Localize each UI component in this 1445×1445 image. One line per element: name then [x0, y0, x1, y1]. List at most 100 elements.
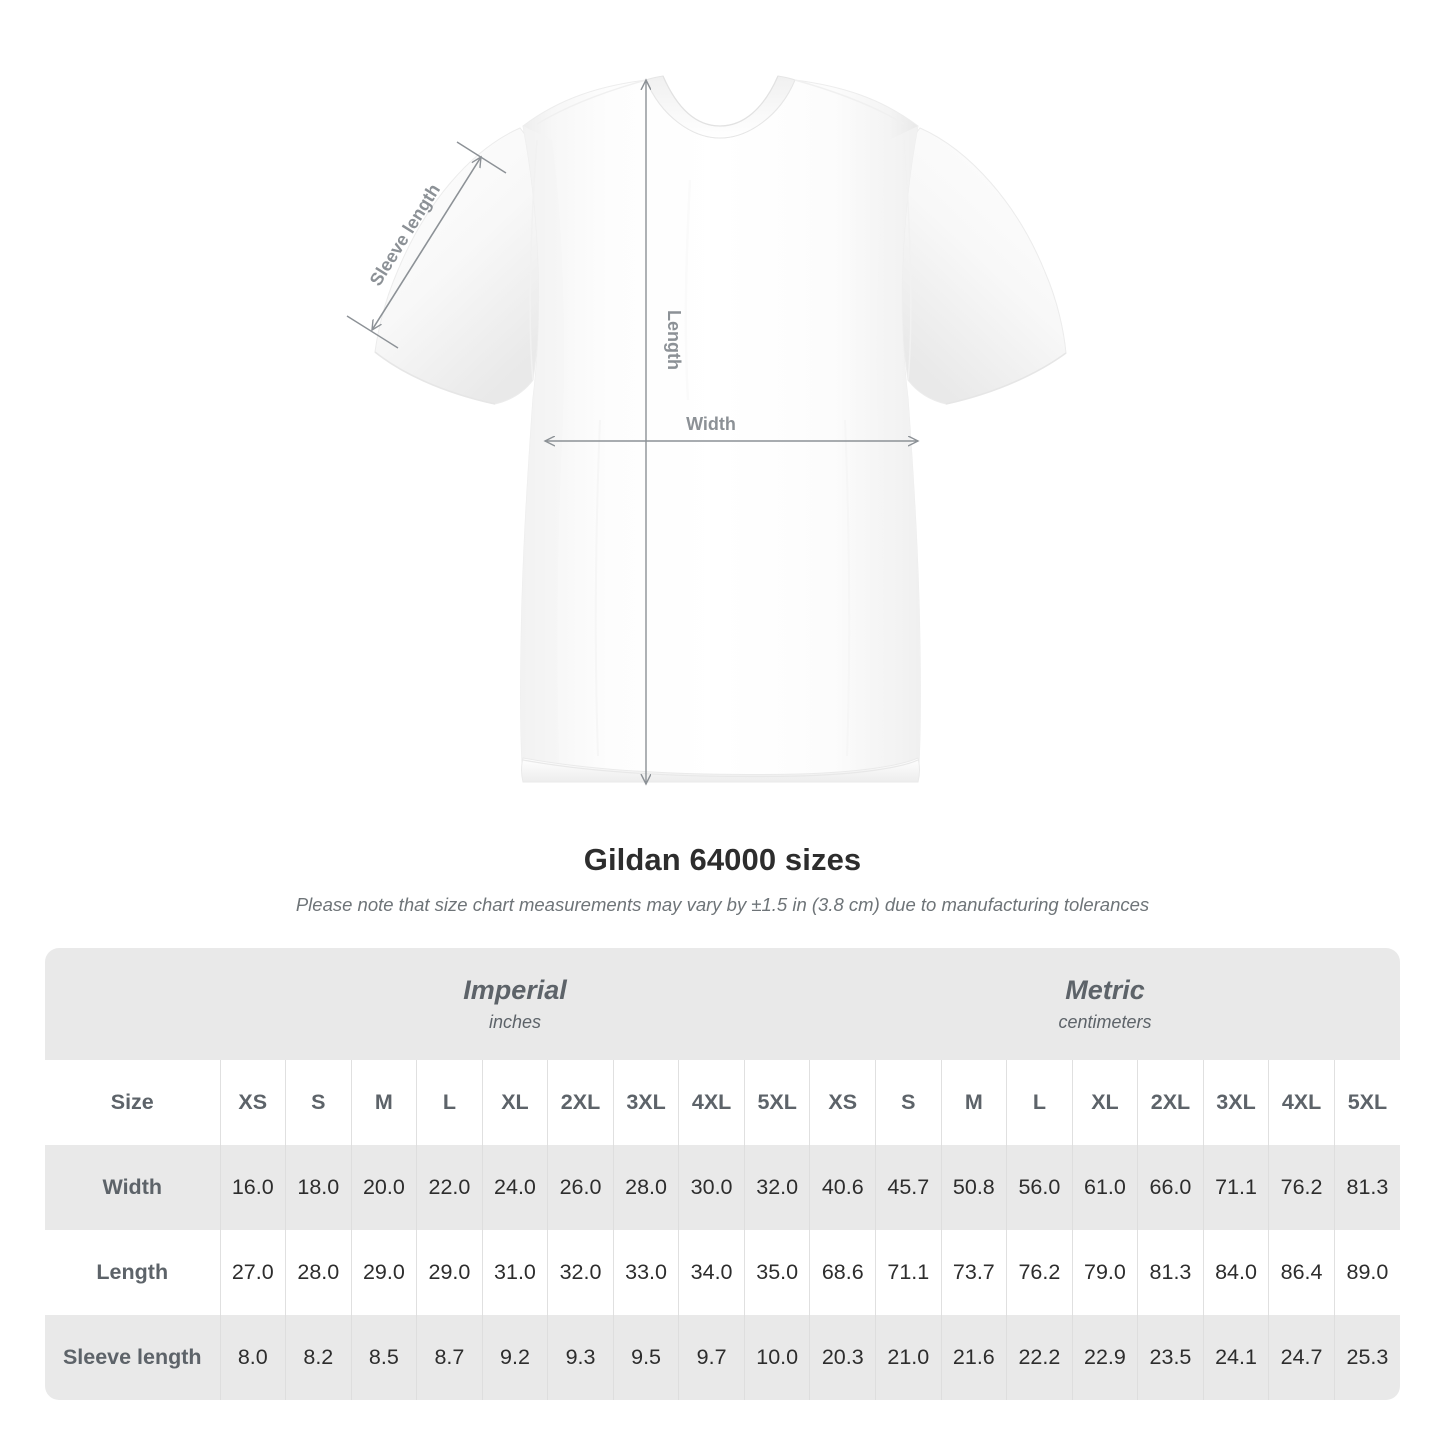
table-row-size: Size XS S M L XL 2XL 3XL 4XL 5XL XS S M L XL 2XL 3XL 4XL 5… [45, 1060, 1400, 1145]
cell-imperial: 29.0 [416, 1230, 483, 1315]
cell-metric: 23.5 [1137, 1315, 1204, 1400]
cell-metric: 68.6 [809, 1230, 876, 1315]
unit-sub-imperial: inches [488, 1012, 541, 1032]
cell-imperial: 29.0 [350, 1230, 417, 1315]
cell-metric: 50.8 [940, 1145, 1007, 1230]
size-header-imperial: M [350, 1060, 417, 1145]
cell-metric: 71.1 [1202, 1145, 1269, 1230]
size-chart-table: Imperial inches Metric centimeters Size XS S M L… [45, 948, 1400, 1400]
size-header-imperial: 4XL [678, 1060, 745, 1145]
sleeve-tick-top [456, 141, 507, 174]
cell-metric: 71.1 [875, 1230, 942, 1315]
table-row: Sleeve length 8.0 8.2 8.5 8.7 9.2 9.3 9.5 9.7 10.… [45, 1315, 1400, 1400]
table-row: Width 16.0 18.0 20.0 22.0 24.0 26.0 28.0 30.0 32.… [45, 1145, 1400, 1230]
width-label: Width [686, 414, 736, 434]
cell-metric: 76.2 [1268, 1145, 1335, 1230]
size-header-imperial: 5XL [743, 1060, 810, 1145]
body-right-shade [876, 126, 921, 782]
cell-imperial: 16.0 [219, 1145, 286, 1230]
cell-imperial: 28.0 [285, 1230, 352, 1315]
cell-imperial: 24.0 [481, 1145, 548, 1230]
cell-imperial: 9.2 [481, 1315, 548, 1400]
size-header-metric: 3XL [1202, 1060, 1269, 1145]
cell-metric: 21.0 [875, 1315, 942, 1400]
cell-imperial: 20.0 [350, 1145, 417, 1230]
size-header-metric: 5XL [1333, 1060, 1400, 1145]
size-header-metric: 2XL [1137, 1060, 1204, 1145]
cell-metric: 76.2 [1006, 1230, 1073, 1315]
row-label: Length [45, 1230, 220, 1315]
cell-imperial: 32.0 [743, 1145, 810, 1230]
cell-imperial: 32.0 [547, 1230, 614, 1315]
cell-metric: 45.7 [875, 1145, 942, 1230]
length-label: Length [664, 310, 684, 370]
cell-imperial: 27.0 [219, 1230, 286, 1315]
size-header-metric: XS [809, 1060, 876, 1145]
cell-metric: 22.2 [1006, 1315, 1073, 1400]
cell-imperial: 22.0 [416, 1145, 483, 1230]
cell-metric: 24.7 [1268, 1315, 1335, 1400]
row-label: Sleeve length [45, 1315, 220, 1400]
size-header-metric: XL [1071, 1060, 1138, 1145]
size-header-imperial: 3XL [612, 1060, 679, 1145]
sleeve-length-arrow [372, 157, 481, 330]
cell-imperial: 18.0 [285, 1145, 352, 1230]
left-sleeve [374, 127, 553, 405]
size-header-imperial: XS [219, 1060, 286, 1145]
size-header-imperial: L [416, 1060, 483, 1145]
tshirt-diagram: Sleeve length Length Width [346, 75, 1067, 830]
table-row: Length 27.0 28.0 29.0 29.0 31.0 32.0 33.0 34.0 35… [45, 1230, 1400, 1315]
size-header-metric: L [1006, 1060, 1073, 1145]
unit-header-spacer [45, 948, 220, 1060]
unit-name-metric: Metric [1065, 975, 1145, 1005]
unit-header-row: Imperial inches Metric centimeters [45, 948, 1400, 1060]
size-header-metric: 4XL [1268, 1060, 1335, 1145]
size-header-metric: S [875, 1060, 942, 1145]
cell-imperial: 9.5 [612, 1315, 679, 1400]
cell-metric: 66.0 [1137, 1145, 1204, 1230]
cell-metric: 40.6 [809, 1145, 876, 1230]
size-header-imperial: S [285, 1060, 352, 1145]
cell-metric: 84.0 [1202, 1230, 1269, 1315]
cell-metric: 24.1 [1202, 1315, 1269, 1400]
right-sleeve [887, 127, 1067, 405]
cell-imperial: 10.0 [743, 1315, 810, 1400]
cell-metric: 21.6 [940, 1315, 1007, 1400]
row-label: Width [45, 1145, 220, 1230]
cell-imperial: 9.7 [678, 1315, 745, 1400]
cell-imperial: 8.0 [219, 1315, 286, 1400]
tolerance-note: Please note that size chart measurements… [295, 894, 1150, 915]
cell-imperial: 8.7 [416, 1315, 483, 1400]
cell-metric: 86.4 [1268, 1230, 1335, 1315]
unit-sub-metric: centimeters [1058, 1012, 1152, 1032]
cell-metric: 61.0 [1071, 1145, 1138, 1230]
cell-metric: 81.3 [1137, 1230, 1204, 1315]
cell-imperial: 30.0 [678, 1145, 745, 1230]
page-title: Gildan 64000 sizes [583, 842, 862, 877]
tshirt-graphic [374, 75, 1067, 783]
sleeve-tick-bottom [346, 315, 399, 349]
cell-imperial: 31.0 [481, 1230, 548, 1315]
cell-metric: 89.0 [1333, 1230, 1400, 1315]
cell-metric: 56.0 [1006, 1145, 1073, 1230]
unit-header-metric: Metric centimeters [809, 948, 1400, 1060]
size-header-imperial: 2XL [547, 1060, 614, 1145]
size-header-imperial: XL [481, 1060, 548, 1145]
cell-imperial: 35.0 [743, 1230, 810, 1315]
cell-imperial: 8.5 [350, 1315, 417, 1400]
unit-header-imperial: Imperial inches [220, 948, 810, 1060]
cell-imperial: 33.0 [612, 1230, 679, 1315]
cell-metric: 22.9 [1071, 1315, 1138, 1400]
cell-metric: 73.7 [940, 1230, 1007, 1315]
unit-name-imperial: Imperial [463, 975, 567, 1005]
row-label-size: Size [45, 1060, 220, 1145]
width-measure: Width [545, 414, 918, 441]
cell-imperial: 9.3 [547, 1315, 614, 1400]
cell-imperial: 34.0 [678, 1230, 745, 1315]
title-block: Gildan 64000 sizes Please note that size… [0, 840, 1445, 920]
size-header-metric: M [940, 1060, 1007, 1145]
cell-metric: 81.3 [1333, 1145, 1400, 1230]
cell-metric: 20.3 [809, 1315, 876, 1400]
cell-metric: 25.3 [1333, 1315, 1400, 1400]
cell-imperial: 8.2 [285, 1315, 352, 1400]
